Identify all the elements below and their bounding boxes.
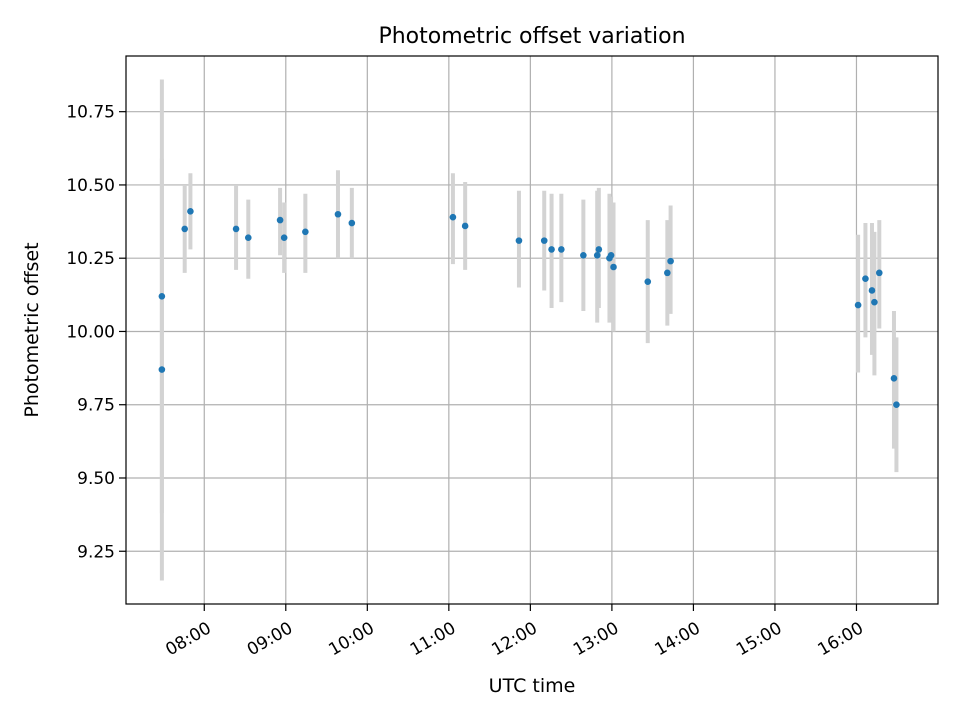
data-point <box>302 228 309 236</box>
data-point <box>644 278 652 285</box>
data-point <box>515 237 523 244</box>
data-point <box>334 210 342 218</box>
data-point <box>158 292 166 300</box>
data-point <box>595 246 603 253</box>
data-point <box>558 246 565 253</box>
data-point <box>876 269 883 277</box>
data-point <box>187 208 194 215</box>
y-tick-label: 10.50 <box>66 176 115 196</box>
data-point <box>232 225 240 233</box>
y-tick-label: 10.00 <box>66 322 115 342</box>
data-point <box>890 375 898 382</box>
data-point <box>610 263 617 271</box>
y-tick-label: 9.75 <box>77 396 115 416</box>
y-tick-label: 9.25 <box>77 542 115 562</box>
data-point <box>854 301 862 309</box>
data-point <box>871 298 878 306</box>
data-point <box>667 257 674 265</box>
data-point <box>244 234 252 241</box>
y-axis-ticks: 9.25 9.50 9.75 10.00 10.25 10.50 10.75 <box>66 103 126 562</box>
y-tick-label: 10.25 <box>66 249 115 269</box>
chart-title: Photometric offset variation <box>378 24 685 49</box>
data-point <box>280 234 288 241</box>
data-points <box>158 208 900 409</box>
data-point <box>461 222 469 230</box>
data-point <box>540 237 548 244</box>
data-point <box>449 213 457 221</box>
data-point <box>181 225 188 233</box>
x-axis-label: UTC time <box>489 675 576 697</box>
data-point <box>580 251 587 259</box>
data-point <box>348 219 356 227</box>
data-point <box>868 287 876 294</box>
data-point <box>862 275 869 283</box>
data-point <box>158 366 166 373</box>
data-point <box>664 269 671 277</box>
y-axis-label: Photometric offset <box>21 242 43 417</box>
data-point <box>607 251 615 259</box>
data-point <box>893 401 900 409</box>
axes-frame <box>125 55 939 605</box>
data-point <box>276 216 284 224</box>
y-tick-label: 10.75 <box>66 103 115 123</box>
data-point <box>593 251 601 259</box>
data-point <box>548 246 555 253</box>
y-tick-label: 9.50 <box>77 469 115 489</box>
